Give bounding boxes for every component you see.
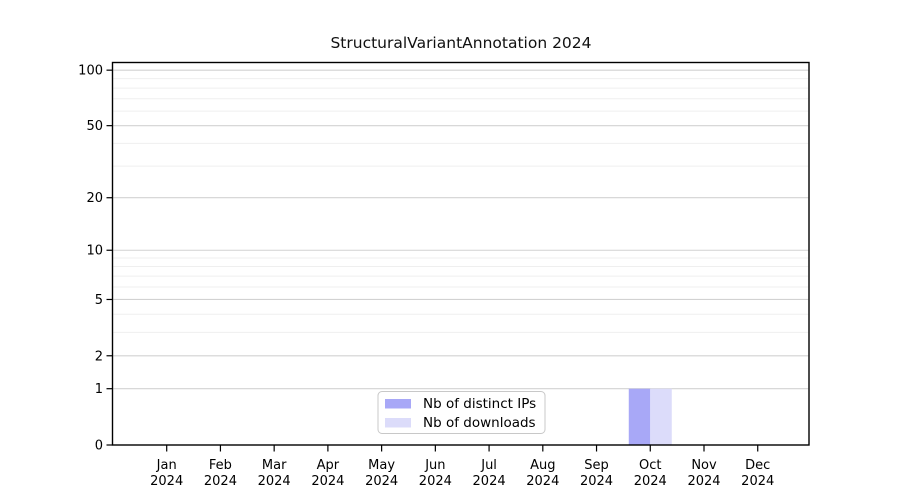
axis-ticks-and-labels: 0125102050100Jan2024Feb2024Mar2024Apr202… — [78, 64, 774, 489]
x-tick-label-year-sep: 2024 — [580, 474, 613, 489]
bar-oct-downloads — [650, 388, 672, 445]
x-tick-label-month-dec: Dec — [745, 458, 770, 473]
x-tick-label-year-apr: 2024 — [311, 474, 344, 489]
y-tick-label-20: 20 — [86, 191, 103, 206]
y-tick-label-5: 5 — [95, 293, 103, 308]
plot-frame — [111, 61, 810, 446]
y-tick-label-50: 50 — [86, 119, 103, 134]
x-tick-label-month-apr: Apr — [317, 458, 340, 473]
x-tick-label-month-sep: Sep — [584, 458, 609, 473]
x-tick-label-month-oct: Oct — [639, 458, 661, 473]
y-tick-label-0: 0 — [95, 439, 103, 454]
x-tick-label-year-oct: 2024 — [634, 474, 667, 489]
x-tick-label-year-feb: 2024 — [204, 474, 237, 489]
x-tick-label-year-jul: 2024 — [473, 474, 506, 489]
x-tick-label-year-mar: 2024 — [258, 474, 291, 489]
x-tick-label-year-jan: 2024 — [150, 474, 183, 489]
y-tick-label-2: 2 — [95, 349, 103, 364]
x-tick-label-month-feb: Feb — [209, 458, 232, 473]
x-tick-label-year-dec: 2024 — [741, 474, 774, 489]
legend-swatch-downloads — [385, 418, 411, 428]
legend-swatch-distinct-ips — [385, 399, 411, 409]
x-tick-label-month-mar: Mar — [262, 458, 287, 473]
x-tick-label-month-jul: Jul — [480, 458, 497, 473]
y-tick-label-10: 10 — [86, 244, 103, 259]
x-tick-label-month-aug: Aug — [530, 458, 555, 473]
x-tick-label-year-aug: 2024 — [526, 474, 559, 489]
y-tick-label-1: 1 — [95, 382, 103, 397]
x-tick-label-year-jun: 2024 — [419, 474, 452, 489]
bar-series — [628, 388, 672, 445]
x-tick-label-month-jun: Jun — [424, 458, 445, 473]
x-tick-label-year-may: 2024 — [365, 474, 398, 489]
x-tick-label-year-nov: 2024 — [687, 474, 720, 489]
x-tick-label-month-jan: Jan — [156, 458, 177, 473]
gridlines — [113, 69, 809, 390]
y-tick-label-100: 100 — [78, 64, 103, 79]
x-tick-label-month-may: May — [368, 458, 395, 473]
bar-oct-distinct-ips — [628, 388, 651, 445]
legend: Nb of distinct IPs Nb of downloads — [377, 391, 546, 434]
legend-box — [377, 391, 546, 434]
legend-label-downloads: Nb of downloads — [423, 415, 536, 431]
legend-label-distinct-ips: Nb of distinct IPs — [423, 396, 536, 412]
chart-title: StructuralVariantAnnotation 2024 — [330, 34, 591, 52]
x-tick-label-month-nov: Nov — [691, 458, 717, 473]
